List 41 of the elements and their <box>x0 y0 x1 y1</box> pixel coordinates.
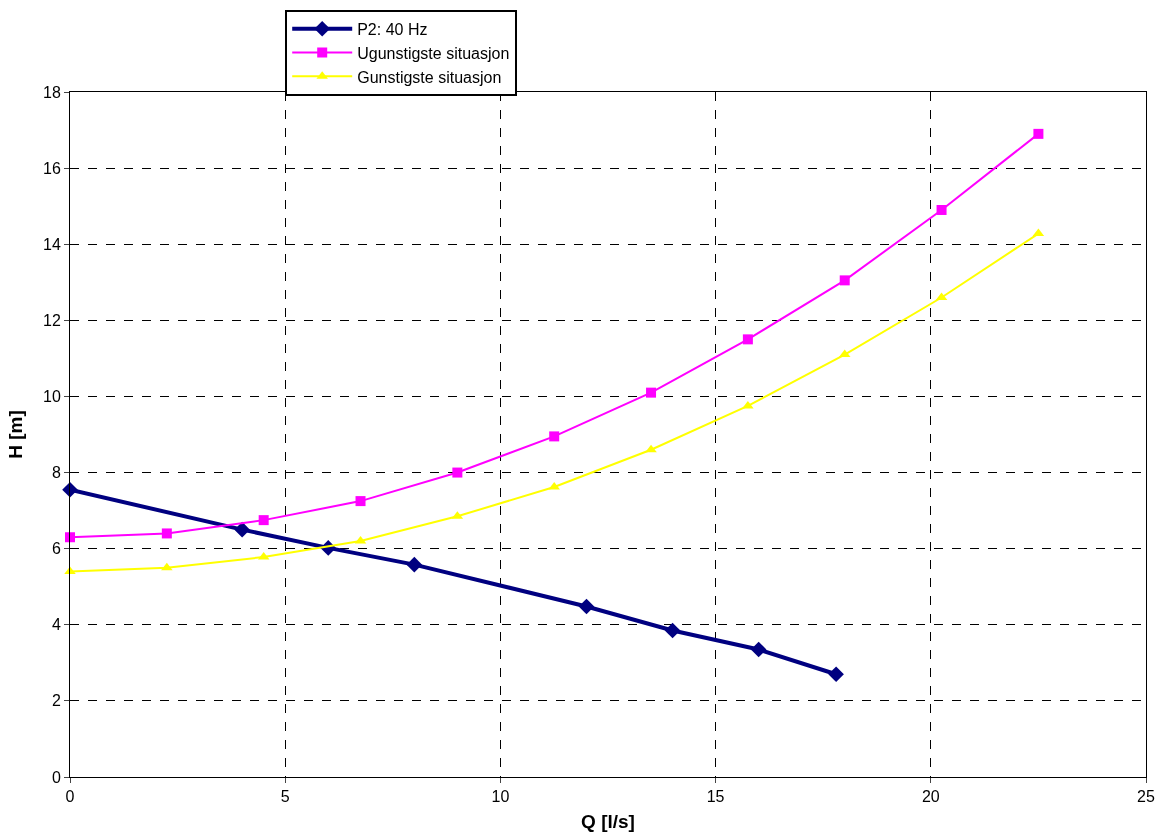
y-tick-label: 12 <box>43 311 61 329</box>
y-tick-label: 2 <box>51 692 61 710</box>
legend-label: P2: 40 Hz <box>357 20 428 38</box>
y-tick-label: 8 <box>51 464 61 482</box>
point <box>406 556 423 573</box>
y-tick-label: 18 <box>43 83 61 101</box>
point <box>1033 128 1044 139</box>
y-tick-label: 0 <box>51 768 61 786</box>
point <box>828 666 844 683</box>
point <box>839 275 850 286</box>
y-tick-label: 14 <box>43 235 61 253</box>
point <box>452 467 463 478</box>
point <box>234 521 250 538</box>
point <box>578 598 595 615</box>
point <box>161 562 173 571</box>
legend-label: Gunstigste situasjon <box>357 68 502 86</box>
point <box>742 334 753 345</box>
point <box>750 641 767 658</box>
x-tick-label: 20 <box>921 788 940 806</box>
point <box>645 444 657 453</box>
point <box>161 528 172 539</box>
y-tick-label: 4 <box>51 616 61 634</box>
point <box>355 496 366 507</box>
x-tick-label: 15 <box>706 788 725 806</box>
x-tick-label: 25 <box>1137 788 1155 806</box>
point <box>258 515 269 526</box>
x-axis-title: Q [l/s] <box>581 811 635 832</box>
point <box>65 532 75 543</box>
y-tick-label: 6 <box>51 540 61 558</box>
y-tick-label: 16 <box>43 159 61 177</box>
y-axis-title: H [m] <box>4 410 26 459</box>
y-tick-label: 10 <box>43 388 61 406</box>
x-tick-label: 10 <box>491 788 510 806</box>
point <box>664 622 681 639</box>
legend-label: Ugunstigste situasjon <box>357 44 510 62</box>
point <box>62 481 78 498</box>
x-tick-label: 0 <box>65 788 75 806</box>
point <box>646 387 657 398</box>
x-tick-label: 5 <box>280 788 290 806</box>
point <box>549 431 560 442</box>
point <box>936 204 947 215</box>
